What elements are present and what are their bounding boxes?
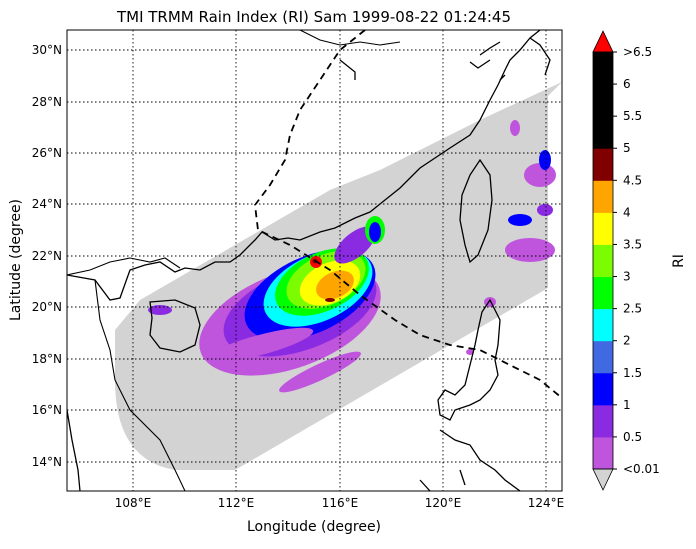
colorbar-segment bbox=[593, 276, 613, 310]
colorbar-segment bbox=[593, 244, 613, 278]
rain-field bbox=[148, 120, 556, 393]
colorbar-segment bbox=[593, 372, 613, 406]
colorbar-tick-label: >6.5 bbox=[623, 45, 652, 59]
x-tick: 116°E bbox=[322, 496, 359, 510]
x-tick: 112°E bbox=[218, 496, 255, 510]
colorbar-under-arrow bbox=[592, 468, 614, 491]
y-tick: 20°N bbox=[32, 300, 62, 314]
x-tick-labels: 108°E 112°E 116°E 120°E 124°E bbox=[115, 496, 565, 510]
y-tick: 26°N bbox=[32, 146, 62, 160]
colorbar-tick-label: 2 bbox=[623, 334, 631, 348]
colorbar-segment bbox=[593, 116, 613, 149]
x-tick: 108°E bbox=[115, 496, 152, 510]
y-tick: 24°N bbox=[32, 197, 62, 211]
colorbar-segment bbox=[593, 148, 613, 181]
x-axis-label: Longitude (degree) bbox=[247, 519, 381, 535]
y-tick: 30°N bbox=[32, 43, 62, 57]
y-tick: 22°N bbox=[32, 249, 62, 263]
colorbar-tick-label: 6 bbox=[623, 77, 631, 91]
y-tick: 14°N bbox=[32, 455, 62, 469]
colorbar-tick-label: 4.5 bbox=[623, 173, 642, 187]
colorbar-segment bbox=[593, 84, 613, 117]
y-axis-label: Latitude (degree) bbox=[8, 199, 24, 321]
chart-title: TMI TRMM Rain Index (RI) Sam 1999-08-22 … bbox=[116, 8, 511, 26]
colorbar-tick-label: 1 bbox=[623, 398, 631, 412]
colorbar-tick-label: <0.01 bbox=[623, 462, 660, 476]
colorbar: <0.01 0.5 1 1.5 2 2.5 3 3.5 4 4.5 5 5.5 6 >6.5 RI bbox=[592, 30, 687, 491]
colorbar-tick-label: 2.5 bbox=[623, 302, 642, 316]
colorbar-segment bbox=[593, 308, 613, 342]
y-tick: 16°N bbox=[32, 403, 62, 417]
colorbar-tick-label: 3.5 bbox=[623, 237, 642, 251]
colorbar-label: RI bbox=[671, 254, 687, 268]
x-tick: 124°E bbox=[528, 496, 565, 510]
coastlines bbox=[67, 30, 551, 491]
y-tick-labels: 14°N 16°N 18°N 20°N 22°N 24°N 26°N 28°N … bbox=[32, 43, 62, 469]
colorbar-segment bbox=[593, 436, 613, 470]
colorbar-segment bbox=[593, 212, 613, 245]
y-tick: 18°N bbox=[32, 352, 62, 366]
map-frame bbox=[66, 29, 563, 492]
colorbar-segment bbox=[593, 404, 613, 438]
borders bbox=[67, 30, 401, 491]
colorbar-tick-label: 1.5 bbox=[623, 366, 642, 380]
colorbar-segment bbox=[593, 180, 613, 213]
colorbar-tick-label: 0.5 bbox=[623, 430, 642, 444]
colorbar-tick-label: 5.5 bbox=[623, 109, 642, 123]
colorbar-segment bbox=[593, 340, 613, 374]
x-tick: 120°E bbox=[425, 496, 462, 510]
colorbar-over-arrow bbox=[592, 30, 614, 53]
y-tick: 28°N bbox=[32, 95, 62, 109]
colorbar-segment bbox=[593, 52, 613, 85]
colorbar-tick-label: 3 bbox=[623, 270, 631, 284]
gridlines bbox=[67, 30, 562, 491]
colorbar-tick-label: 4 bbox=[623, 205, 631, 219]
map-area bbox=[67, 30, 562, 491]
colorbar-tick-label: 5 bbox=[623, 141, 631, 155]
